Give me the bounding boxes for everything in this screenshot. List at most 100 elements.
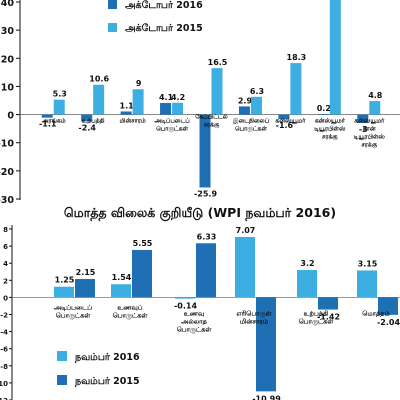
x-tick-label: மொத்தம் — [362, 309, 390, 318]
bar-oct-2015 — [93, 84, 105, 115]
chart-wpi-november: -12-10-8-6-4-2024681.252.15அடிப்படைப்பொர… — [0, 225, 400, 400]
x-tick-label: கன்ஸ்யூமர் — [354, 118, 385, 125]
data-label: 10.6 — [89, 75, 109, 84]
x-tick-label: பொருட்கள் — [113, 311, 149, 320]
y-tick-label: -20 — [0, 167, 14, 178]
data-label: 3.15 — [358, 259, 378, 268]
x-tick-label: எரிபொருள் — [237, 309, 273, 318]
bar-nov-2015 — [378, 297, 398, 315]
bar-nov-2015 — [196, 243, 216, 298]
data-label: -10.99 — [252, 394, 281, 400]
x-tick-label: கன்ஸ்யூமர் — [315, 118, 346, 125]
bar-oct-2016 — [160, 103, 172, 115]
data-label: 0.2 — [317, 104, 331, 113]
data-label: 9 — [136, 79, 142, 88]
y-tick-label: 10 — [1, 82, 15, 93]
x-tick-label: உணவு — [184, 309, 205, 317]
bar-oct-2016 — [120, 111, 132, 115]
bar-oct-2015 — [290, 63, 302, 115]
y-tick-label: 6 — [3, 243, 8, 251]
data-label: -0.14 — [174, 302, 197, 311]
bar-oct-2015 — [172, 102, 184, 115]
data-label: 16.5 — [208, 58, 228, 67]
bar-nov-2016 — [175, 297, 195, 299]
bar-oct-2016 — [81, 114, 93, 122]
legend-swatch — [57, 351, 67, 361]
data-label: -1.1 — [39, 120, 57, 129]
x-tick-label: உற்பத்தி — [304, 309, 329, 318]
x-tick-label: பொருட்கள் — [235, 126, 267, 133]
y-tick-label: 0 — [3, 294, 8, 302]
legend-swatch — [108, 23, 117, 32]
y-tick-label: -6 — [0, 346, 8, 354]
x-tick-label: டியூரபிள்ஸ் — [314, 126, 346, 133]
data-label: 4.8 — [368, 91, 383, 100]
data-label: 2.9 — [238, 96, 253, 105]
x-tick-label: பொருட்கள் — [177, 325, 213, 334]
x-tick-label: மின்சாரம் — [240, 317, 269, 325]
x-tick-label: இடைநிலைப் — [232, 118, 270, 125]
data-label: -1.6 — [276, 121, 294, 130]
x-tick-label: சரக்கு — [322, 134, 338, 142]
legend-label: நவம்பர் 2016 — [74, 352, 140, 363]
y-tick-label: 2 — [3, 277, 8, 285]
y-tick-label: -8 — [0, 363, 8, 371]
x-tick-label: சரக்கு — [204, 122, 220, 130]
x-tick-label: டியூரபிள்ஸ் — [354, 134, 386, 141]
bar-oct-2016 — [238, 106, 250, 115]
legend-label: நவம்பர் 2015 — [74, 376, 140, 387]
data-label: 5.55 — [133, 239, 153, 248]
bar-oct-2016 — [317, 114, 329, 115]
x-tick-label: அரங்கம் — [42, 118, 66, 125]
bar-oct-2015 — [369, 101, 381, 115]
bar-oct-2016 — [41, 114, 53, 118]
data-label: -1.42 — [317, 313, 340, 322]
chart-iip-october: -30 -20 -10 0 10 20 30 40 -1.1 5.3 அரங்கம் -2.4 10.6… — [0, 0, 400, 206]
bar-oct-2015 — [329, 0, 341, 115]
chart-title: மொத்த விலைக் குறியீடு (WPI நவம்பர் 2016) — [64, 205, 336, 221]
y-tick-label: -30 — [0, 195, 14, 206]
y-tick-label: 30 — [1, 26, 15, 37]
y-tick-label: -2 — [0, 312, 8, 320]
bar-nov-2015 — [132, 249, 152, 298]
data-label: 18.3 — [287, 53, 307, 62]
y-tick-label: 20 — [1, 54, 15, 65]
bar-nov-2016 — [111, 284, 131, 298]
bar-nov-2015 — [75, 279, 95, 298]
x-tick-label: மின்சாரம் — [120, 118, 146, 125]
x-tick-label: கன்ஸ்யூமர் — [275, 118, 306, 125]
data-label: 1.1 — [120, 101, 135, 110]
y-tick-label: -10 — [0, 380, 8, 388]
x-tick-label: அடிப்படைப் — [54, 303, 92, 311]
y-tick-label: -4 — [0, 329, 8, 337]
bar-oct-2016 — [357, 114, 369, 124]
data-label: 7.07 — [236, 226, 256, 235]
bar-nov-2016 — [235, 236, 255, 298]
data-label: -2.04 — [377, 318, 400, 327]
legend-swatch — [108, 0, 117, 9]
x-tick-label: உணவுப் — [117, 303, 142, 311]
bar-oct-2015 — [211, 68, 223, 115]
bar-nov-2016 — [54, 286, 74, 298]
bar-nov-2015 — [318, 297, 338, 310]
x-tick-label: உற்பத்தி — [82, 118, 105, 125]
bar-oct-2016 — [278, 114, 290, 120]
bar-nov-2016 — [297, 270, 317, 298]
data-label: 6.33 — [197, 232, 217, 241]
data-label: 4.1 — [159, 93, 174, 102]
x-tick-label: நான் — [362, 126, 376, 133]
x-tick-label: பொருட்கள் — [299, 317, 335, 326]
data-label: 3.2 — [300, 259, 314, 268]
y-tick-label: 0 — [7, 111, 14, 122]
x-tick-label: அடிப்படைப் — [154, 118, 190, 125]
y-tick-label: 4 — [3, 260, 8, 268]
x-tick-label: பொருட்கள் — [56, 311, 92, 320]
x-tick-label: அல்லாத — [181, 317, 207, 326]
bar-oct-2016 — [199, 114, 211, 188]
data-label: 2.15 — [76, 268, 96, 277]
data-label: 4.2 — [171, 93, 185, 102]
data-label: 6.3 — [250, 87, 264, 96]
bar-nov-2015 — [256, 297, 276, 392]
bar-oct-2015 — [250, 96, 262, 115]
